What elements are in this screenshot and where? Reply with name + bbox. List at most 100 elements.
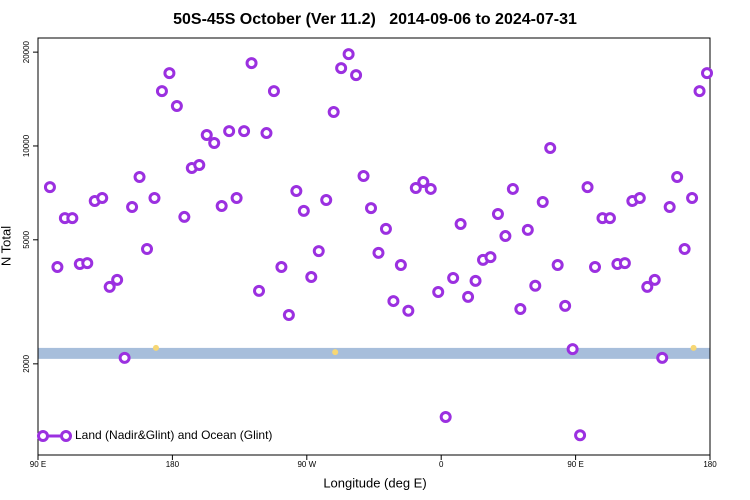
- point: [409, 182, 422, 195]
- point: [648, 273, 661, 286]
- point: [536, 196, 549, 209]
- point: [574, 429, 587, 442]
- point: [663, 201, 676, 214]
- point: [618, 257, 631, 270]
- y-tick-label: 5000: [22, 230, 31, 248]
- point: [148, 191, 161, 204]
- point: [514, 302, 527, 315]
- point: [641, 280, 654, 293]
- point: [357, 170, 370, 183]
- point: [603, 212, 616, 225]
- point: [432, 286, 445, 299]
- point: [559, 299, 572, 312]
- point: [230, 191, 243, 204]
- point: [193, 158, 206, 171]
- minor-point: [332, 349, 339, 356]
- point: [566, 343, 579, 356]
- point: [111, 273, 124, 286]
- y-tick-label: 20000: [22, 40, 31, 63]
- point: [484, 251, 497, 264]
- point: [208, 137, 221, 150]
- point: [178, 210, 191, 223]
- x-tick-label: 90 E: [567, 460, 583, 469]
- point: [506, 182, 519, 195]
- chart-title: 50S-45S October (Ver 11.2) 2014-09-06 to…: [173, 11, 577, 28]
- point: [447, 272, 460, 285]
- point: [96, 191, 109, 204]
- point: [282, 308, 295, 321]
- point: [290, 185, 303, 198]
- point: [693, 85, 706, 98]
- point: [372, 246, 385, 259]
- point: [417, 176, 430, 189]
- point: [43, 181, 56, 194]
- point: [544, 142, 557, 155]
- point: [320, 193, 333, 206]
- legend-label: Land (Nadir&Glint) and Ocean (Glint): [75, 428, 272, 442]
- point: [678, 243, 691, 256]
- point: [521, 223, 534, 236]
- point: [103, 280, 116, 293]
- legend-marker: [60, 430, 72, 442]
- point: [365, 202, 378, 215]
- point: [350, 69, 363, 82]
- point: [133, 171, 146, 184]
- point: [305, 270, 318, 283]
- point: [215, 199, 228, 212]
- minor-point: [152, 344, 159, 351]
- y-axis-label: N Total: [0, 226, 13, 266]
- point: [589, 260, 602, 273]
- point: [312, 245, 325, 258]
- x-axis-label: Longitude (deg E): [323, 475, 426, 490]
- point: [499, 230, 512, 243]
- point: [223, 125, 236, 138]
- x-tick-label: 180: [166, 460, 180, 469]
- point: [118, 351, 131, 364]
- point: [402, 304, 415, 317]
- point: [260, 127, 273, 140]
- point: [81, 257, 94, 270]
- shaded-band: [38, 347, 710, 359]
- point: [238, 125, 251, 138]
- point: [701, 67, 714, 80]
- point: [379, 222, 392, 235]
- point: [454, 217, 467, 230]
- point: [387, 295, 400, 308]
- point: [656, 351, 669, 364]
- point: [297, 204, 310, 217]
- point: [581, 181, 594, 194]
- point: [424, 182, 437, 195]
- point: [335, 62, 348, 75]
- point: [66, 212, 79, 225]
- point: [253, 284, 266, 297]
- point: [163, 67, 176, 80]
- point: [491, 207, 504, 220]
- point: [275, 260, 288, 273]
- plot-frame: [37, 37, 711, 456]
- point: [155, 85, 168, 98]
- point: [529, 279, 542, 292]
- point: [671, 171, 684, 184]
- point: [633, 191, 646, 204]
- point: [170, 100, 183, 113]
- point: [551, 259, 564, 272]
- point: [462, 290, 475, 303]
- x-tick-label: 180: [703, 460, 717, 469]
- y-tick-label: 2000: [22, 354, 31, 372]
- x-tick-label: 90 W: [297, 460, 316, 469]
- y-tick-label: 10000: [22, 134, 31, 157]
- point: [126, 201, 139, 214]
- legend-marker: [37, 430, 49, 442]
- point: [141, 243, 154, 256]
- point: [267, 85, 280, 98]
- point: [342, 48, 355, 61]
- point: [439, 411, 452, 424]
- point: [394, 259, 407, 272]
- point: [51, 260, 64, 273]
- minor-point: [690, 344, 697, 351]
- point: [327, 106, 340, 119]
- point: [469, 274, 482, 287]
- point: [200, 129, 213, 142]
- point: [245, 57, 258, 70]
